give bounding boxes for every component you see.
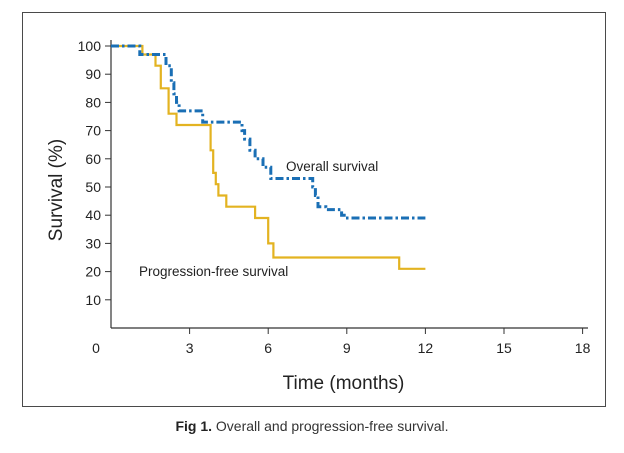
series-label-overall-survival: Overall survival bbox=[286, 159, 378, 174]
x-tick-label: 18 bbox=[575, 340, 591, 356]
x-tick-label: 12 bbox=[418, 340, 434, 356]
figure-caption: Fig 1. Overall and progression-free surv… bbox=[0, 418, 624, 434]
x-tick-label: 6 bbox=[264, 340, 272, 356]
series-line-overall-survival bbox=[111, 44, 426, 220]
y-tick-label: 40 bbox=[85, 207, 101, 223]
y-tick-label: 30 bbox=[85, 235, 101, 251]
figure-frame bbox=[22, 12, 606, 407]
y-tick-label: 100 bbox=[78, 38, 102, 54]
series-line-progression-free-survival bbox=[111, 44, 426, 270]
x-axis-label: Time (months) bbox=[283, 373, 405, 394]
survival-chart: 10 20 30 40 50 60 70 80 90 100 0 3 6 9 12 15 18 Time (mon… bbox=[46, 38, 591, 394]
caption-label: Fig 1. bbox=[175, 418, 212, 434]
x-tick-label: 9 bbox=[343, 340, 351, 356]
x-tick-label: 15 bbox=[496, 340, 512, 356]
y-tick-label: 90 bbox=[85, 66, 101, 82]
y-tick-label: 70 bbox=[85, 123, 101, 139]
y-tick-label: 50 bbox=[85, 179, 101, 195]
caption-text: Overall and progression-free survival. bbox=[215, 418, 449, 434]
y-tick-label: 80 bbox=[85, 94, 101, 110]
y-tick-label: 10 bbox=[85, 292, 101, 308]
y-axis-label: Survival (%) bbox=[46, 139, 67, 241]
x-tick-label: 3 bbox=[186, 340, 194, 356]
y-tick-label: 60 bbox=[85, 151, 101, 167]
series-label-progression-free-survival: Progression-free survival bbox=[139, 264, 288, 279]
y-tick-label: 20 bbox=[85, 264, 101, 280]
x-tick-label: 0 bbox=[92, 340, 100, 356]
